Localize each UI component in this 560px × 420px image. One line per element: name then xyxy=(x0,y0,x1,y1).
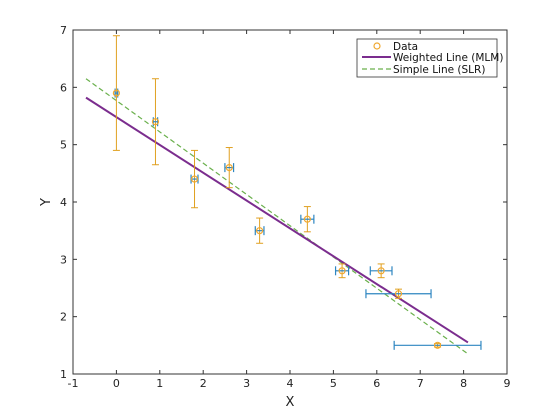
error-bars xyxy=(112,35,482,350)
data-point xyxy=(338,267,346,275)
simple-line xyxy=(85,78,469,355)
data-point xyxy=(225,164,233,172)
x-tick-labels: -1 0 1 2 3 4 5 6 7 8 9 xyxy=(68,377,511,390)
y-tick-label: 6 xyxy=(60,81,67,94)
y-tick-label: 5 xyxy=(60,139,67,152)
y-tick-label: 3 xyxy=(60,253,67,266)
axis-ticks xyxy=(73,30,507,374)
data-point xyxy=(377,267,385,275)
x-tick-label: 9 xyxy=(504,377,511,390)
legend-label-data: Data xyxy=(393,41,418,53)
y-tick-label: 1 xyxy=(60,368,67,381)
y-tick-label: 2 xyxy=(60,311,67,324)
data-point xyxy=(112,89,121,97)
x-tick-label: 5 xyxy=(330,377,337,390)
data-point xyxy=(394,290,403,298)
legend-marker-data xyxy=(373,42,381,50)
data-point xyxy=(151,118,160,126)
legend-label-simple-line: Simple Line (SLR) xyxy=(393,64,485,76)
fit-lines xyxy=(85,78,469,355)
x-tick-label: 6 xyxy=(373,377,380,390)
data-point xyxy=(190,175,199,183)
x-tick-label: 3 xyxy=(243,377,250,390)
plot-area xyxy=(72,29,508,375)
x-tick-label: 4 xyxy=(287,377,294,390)
y-tick-labels: 1 2 3 4 5 6 7 xyxy=(60,24,67,381)
x-tick-label: 2 xyxy=(200,377,207,390)
y-axis-title: Y xyxy=(39,198,54,207)
x-tick-label: -1 xyxy=(68,377,79,390)
y-tick-label: 4 xyxy=(60,196,67,209)
data-points xyxy=(112,89,442,349)
y-tick-label: 7 xyxy=(60,24,67,37)
data-point xyxy=(433,341,442,349)
legend: Data Weighted Line (MLM) Simple Line (SL… xyxy=(356,38,503,78)
x-tick-label: 7 xyxy=(417,377,424,390)
weighted-line xyxy=(85,96,469,344)
data-point xyxy=(256,227,264,235)
x-tick-label: 1 xyxy=(156,377,163,390)
x-tick-label: 8 xyxy=(460,377,467,390)
x-axis-title: X xyxy=(286,395,295,410)
x-tick-label: 0 xyxy=(113,377,120,390)
data-point xyxy=(303,215,311,223)
legend-label-weighted-line: Weighted Line (MLM) xyxy=(393,52,503,64)
